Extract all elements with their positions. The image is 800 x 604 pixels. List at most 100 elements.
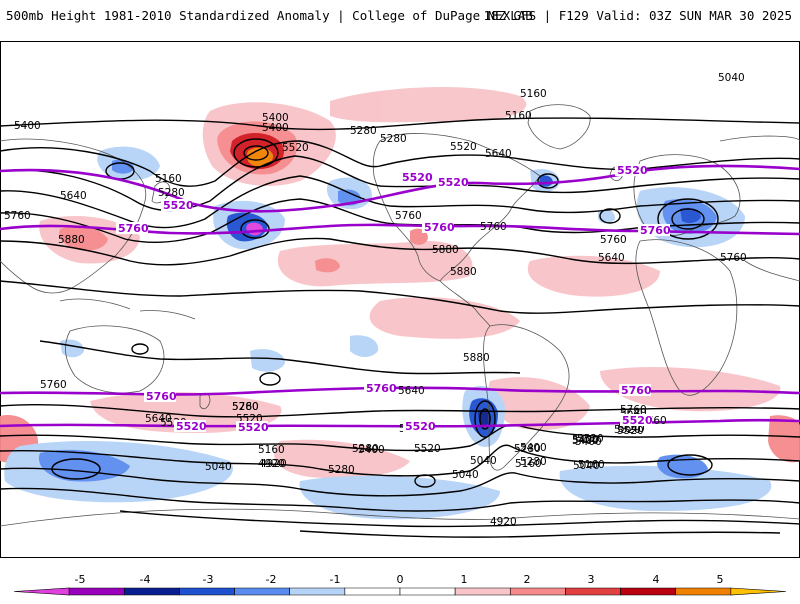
pos-anomaly-s-pac (90, 391, 282, 433)
colorbar-tick-label: -5 (75, 573, 86, 586)
pos-anomaly-atl-1 (527, 255, 660, 297)
highlight-contour-label: 5520 (163, 199, 194, 212)
colorbar-tick-label: -1 (330, 573, 341, 586)
contour-label: 5880 (58, 234, 85, 246)
contour-label: 5280 (232, 401, 259, 413)
contour-label: 5760 (720, 252, 747, 264)
colorbar-segment (454, 587, 511, 596)
colorbar-tick-label: -2 (266, 573, 277, 586)
coast-australia (65, 325, 165, 394)
pos-anomaly-arctic (330, 86, 527, 123)
coast-africa (635, 239, 738, 396)
map-title: 500mb Height 1981-2010 Standardized Anom… (6, 8, 533, 23)
contour-label: 5040 (205, 461, 232, 473)
colorbar-segment (123, 587, 180, 596)
contour-label: 5400 (262, 122, 289, 134)
contour-label: 5160 (520, 88, 547, 100)
contour-label: 5400 (572, 434, 599, 446)
contour-label: 5520 (414, 443, 441, 455)
contour-label: 5040 (470, 455, 497, 467)
contour-label: 5880 (463, 352, 490, 364)
contour-label: 4920 (260, 458, 287, 470)
height-contours-black (0, 117, 800, 538)
contour-label: 5520 (282, 142, 309, 154)
highlight-contour-label: 5760 (366, 382, 397, 395)
highlight-contour-label: 5520 (238, 421, 269, 434)
contour-label: 5640 (60, 190, 87, 202)
contour-label: 5400 (358, 444, 385, 456)
colorbar-segment (179, 587, 235, 596)
colorbar-tick-label: 3 (588, 573, 595, 586)
coast-north-america (372, 133, 541, 282)
colorbar-segment (68, 587, 125, 596)
contour-label: 5280 (352, 443, 379, 455)
colorbar-segment (13, 587, 70, 596)
colorbar-tick-label: 0 (397, 573, 404, 586)
contour-label: 5400 (575, 436, 602, 448)
colorbar-tick-label: 2 (524, 573, 531, 586)
colorbar-tick-label: 1 (461, 573, 468, 586)
contour-label: 5040 (573, 460, 600, 472)
contour-label: 5640 (485, 148, 512, 160)
highlight-contour-label: 5760 (424, 221, 455, 234)
colorbar-tick-label: -3 (203, 573, 214, 586)
contour-label: 5280 (158, 187, 185, 199)
contour-label: 5280 (328, 464, 355, 476)
colorbar-segment (289, 587, 346, 596)
neg-anomaly-s-pac-2 (250, 349, 285, 372)
contour-label: 5160 (515, 458, 542, 470)
contour-label: 5760 (4, 210, 31, 222)
colorbar-svg: -5 -4 -3 -2 -1 0 1 2 3 4 5 (13, 573, 787, 596)
highlight-contour-label: 5760 (146, 390, 177, 403)
contour-label: 5040 (452, 469, 479, 481)
coast-south-america (483, 324, 570, 471)
highlight-contour-label: 5520 (402, 171, 433, 184)
contour-label: 5160 (578, 459, 605, 471)
contour-label: 5280 (514, 443, 541, 455)
map-panel: 5040 5160 5160 5400 5280 5520 5400 5280 5520 5640… (0, 41, 800, 558)
contour-label: 5400 (572, 435, 599, 447)
contour-label: 5160 (155, 173, 182, 185)
contour-label: 5280 (380, 133, 407, 145)
pos-anomaly-tropics-1 (277, 240, 473, 287)
colorbar-segment (399, 587, 456, 596)
neg-anomaly-s-pac-3 (350, 335, 379, 357)
contour-label: 5760 (395, 210, 422, 222)
contour-label: 5640 (598, 252, 625, 264)
colorbar-segment (234, 587, 291, 596)
contour-label: 5520 (614, 424, 641, 436)
colorbar-segment (344, 587, 401, 596)
highlight-contour-label: 5760 (621, 384, 652, 397)
highlight-contour-label: 5760 (640, 224, 671, 237)
coast-greenland (527, 104, 591, 150)
contour-label: 5760 (480, 221, 507, 233)
coast-central-america (439, 280, 491, 327)
model-run-info: 18Z GFS | F129 Valid: 03Z SUN MAR 30 202… (483, 8, 792, 23)
contour-label: 5280 (520, 456, 547, 468)
contour-label: 5040 (718, 72, 745, 84)
contour-label: 4920 (258, 458, 285, 470)
contour-label: 5760 (600, 234, 627, 246)
highlight-contour-label: 5520 (176, 420, 207, 433)
pos-anomaly-tropics-2 (315, 258, 340, 273)
colorbar-segment (730, 587, 787, 596)
contour-label: 5400 (14, 120, 41, 132)
coastlines (0, 104, 800, 527)
colorbar-segment (675, 587, 732, 596)
highlight-contour-label: 5520 (622, 414, 653, 427)
coast-indonesia (59, 298, 196, 320)
highlight-contour-label: 5760 (118, 222, 149, 235)
colorbar: -5 -4 -3 -2 -1 0 1 2 3 4 5 (0, 568, 800, 600)
contour-label: 5880 (450, 266, 477, 278)
colorbar-segment (509, 587, 566, 596)
pos-anomaly-s-ind (600, 366, 781, 412)
contour-label: 5760 (620, 404, 647, 416)
contour-label: 5280 (350, 125, 377, 137)
contour-label: 5160 (505, 110, 532, 122)
colorbar-tick-label: 5 (717, 573, 724, 586)
anomaly-map: 5040516051605400528055205400528055205640… (0, 41, 800, 558)
contour-label: 5160 (258, 444, 285, 456)
colorbar-segment (620, 587, 677, 596)
neg-anomaly-europe-3 (680, 207, 701, 224)
